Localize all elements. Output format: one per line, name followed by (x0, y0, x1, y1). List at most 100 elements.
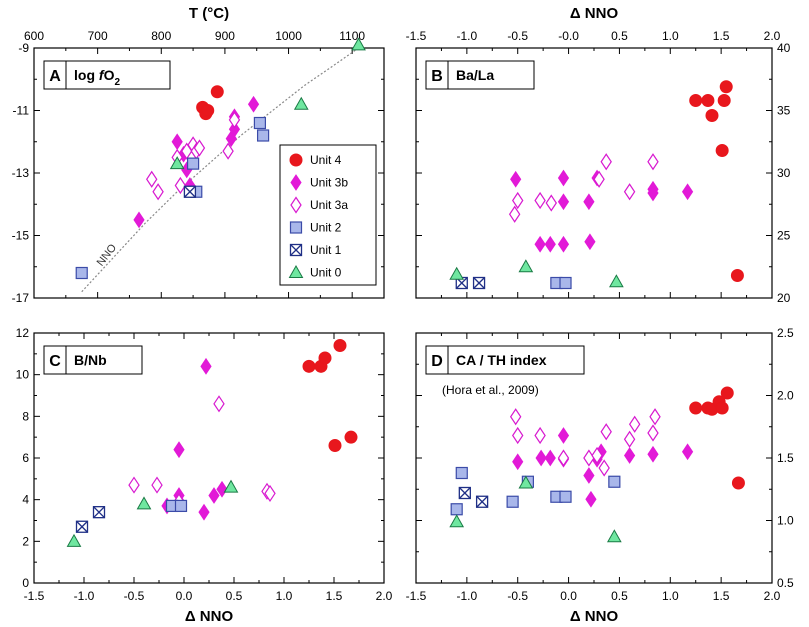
x-axis-title: T (°C) (189, 5, 229, 22)
y-tick-label: 1.5 (777, 451, 794, 465)
point-unit3a (623, 183, 636, 201)
point-unit3b (535, 449, 547, 467)
y-tick-label: 25 (777, 229, 791, 243)
series-unit0 (449, 259, 624, 288)
point-unit3b (557, 235, 570, 253)
legend-label: Unit 1 (310, 243, 342, 257)
point-unit1 (472, 276, 486, 290)
point-unit3b (557, 193, 570, 211)
x-tick-label: 1.5 (326, 589, 343, 603)
legend-label: Unit 3b (310, 176, 348, 190)
point-unit3b (583, 467, 595, 484)
point-unit0 (449, 266, 465, 280)
point-unit3b (216, 480, 228, 498)
panel-D: -1.5 -1.0 -0.5 0.0 0.5 1.0 1.5 2.00.51.01.52.02… (406, 326, 794, 625)
series-unit3a (509, 408, 661, 477)
y-tick-label: 2.0 (777, 389, 794, 403)
point-unit1 (92, 506, 106, 519)
legend-label: Unit 2 (310, 221, 342, 235)
point-unit0 (606, 529, 622, 543)
point-unit3b (133, 211, 145, 229)
point-unit4 (318, 351, 332, 365)
point-unit3b (585, 490, 597, 508)
point-unit3b (247, 95, 260, 113)
legend-label: Unit 0 (310, 266, 342, 280)
point-unit4 (701, 94, 715, 107)
point-unit2 (75, 266, 88, 280)
point-unit2 (506, 495, 519, 508)
y-tick-label: 2.5 (777, 326, 794, 340)
series-unit1 (458, 486, 489, 508)
x-tick-label: 1.5 (713, 29, 730, 43)
point-unit3a (649, 408, 661, 426)
point-unit0 (223, 479, 239, 493)
point-unit4 (717, 94, 731, 107)
panel-C: -1.5 -1.0 -0.5 0.0 0.5 1.0 1.5 2.0 0 2 4 6 8 10 12 Δ NN… (16, 326, 393, 625)
x-tick-label: 700 (88, 29, 108, 43)
y-tick-label: -9 (18, 41, 29, 55)
point-unit3a (598, 459, 610, 477)
unit1-cross-b (458, 487, 471, 499)
panel-title: Ba/La (456, 67, 494, 83)
point-unit4 (210, 85, 224, 99)
panel-title-box (447, 345, 585, 375)
panel-title: log fO2 (74, 67, 120, 88)
point-unit3a (583, 449, 595, 467)
panel-title-box (65, 60, 171, 90)
x-tick-label: -0.0 (558, 29, 579, 43)
x-tick-label: 1000 (275, 29, 302, 43)
point-unit3b (510, 170, 522, 188)
x-tick-label: 0.5 (611, 589, 628, 603)
point-unit3b (681, 443, 694, 461)
point-unit3a (508, 205, 521, 223)
title-part: O (104, 67, 115, 83)
point-unit3b (647, 445, 659, 463)
series-unit4 (689, 386, 745, 490)
x-tick-label: 600 (24, 29, 44, 43)
series-unit3a (128, 395, 276, 511)
title-part-italic: f (99, 67, 105, 83)
x-tick-label: 1.0 (662, 589, 679, 603)
unit1-cross-b (455, 277, 468, 289)
unit1-cross-b (183, 185, 196, 198)
point-unit3b (512, 453, 524, 471)
point-unit4 (715, 144, 729, 157)
point-unit3a (174, 176, 187, 195)
panel-title: B/Nb (74, 352, 107, 368)
legend-box (279, 144, 377, 286)
point-unit0 (136, 496, 152, 510)
point-unit3a (545, 194, 558, 212)
y-tick-label: -13 (12, 166, 30, 180)
point-unit4 (705, 109, 719, 122)
x-tick-label: 1.5 (713, 589, 730, 603)
point-unit0 (518, 475, 534, 489)
point-unit4 (333, 339, 347, 352)
point-unit2 (186, 157, 200, 170)
x-axis-title: Δ NNO (570, 608, 619, 625)
x-tick-label: -1.5 (406, 29, 427, 43)
point-unit3b (557, 169, 570, 187)
point-unit0 (609, 274, 624, 288)
panel-letter: D (431, 353, 443, 370)
point-unit3a (152, 183, 164, 201)
point-unit4 (344, 430, 358, 444)
y-tick-label: 12 (16, 326, 30, 340)
y-tick-label: 40 (777, 41, 791, 55)
point-unit3a (511, 426, 524, 445)
y-tick-label: 0.5 (777, 576, 794, 590)
point-unit2 (608, 475, 621, 488)
point-unit3a (628, 415, 641, 433)
x-tick-label: 1100 (339, 29, 365, 43)
y-tick-label: 2 (22, 534, 29, 548)
panel-title-box (65, 345, 143, 375)
point-unit3a (557, 449, 570, 467)
title-subscript: 2 (114, 77, 120, 88)
point-unit4 (730, 269, 744, 282)
y-tick-label: 8 (22, 409, 29, 423)
point-unit3a (647, 153, 659, 171)
point-unit4 (302, 359, 316, 373)
x-tick-label: -1.5 (24, 589, 45, 603)
point-unit2 (559, 490, 572, 503)
point-unit3b (200, 357, 212, 375)
